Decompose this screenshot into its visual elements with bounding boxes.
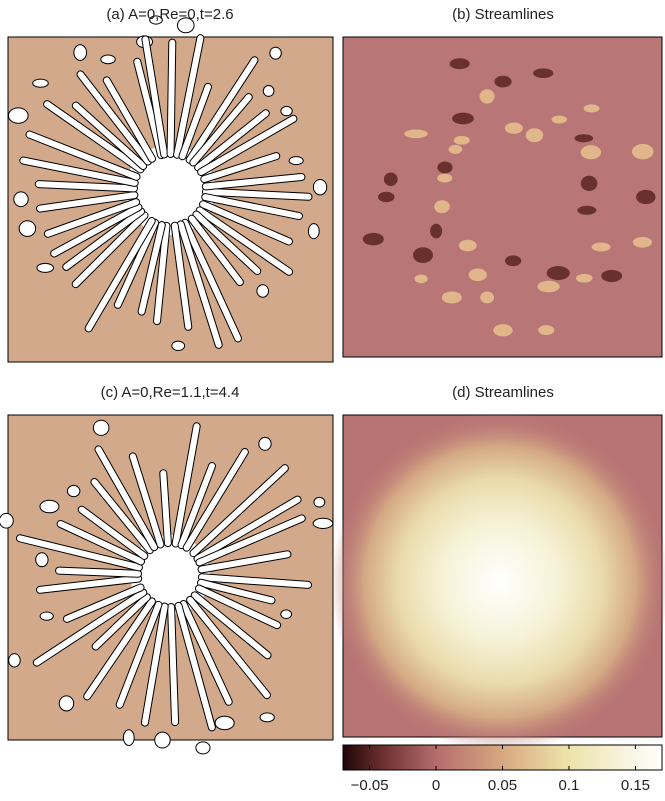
droplet <box>314 497 325 507</box>
tick-label: 0.05 <box>488 777 517 794</box>
droplet <box>40 612 53 620</box>
droplet <box>14 192 28 207</box>
vortex <box>533 68 553 78</box>
panel-d <box>330 412 665 752</box>
vortex <box>494 76 511 88</box>
droplet <box>281 610 292 619</box>
panel-title: (c) A=0,Re=1.1,t=4.4 <box>101 384 240 401</box>
vortex <box>437 174 452 183</box>
droplet <box>196 742 210 754</box>
panel-a <box>8 16 333 362</box>
droplet <box>289 157 303 165</box>
droplet <box>308 224 319 239</box>
droplet <box>313 179 326 194</box>
vortex <box>633 237 652 248</box>
vortex <box>454 136 470 145</box>
vortex <box>459 240 477 252</box>
vortex <box>450 58 470 69</box>
vortex <box>480 89 495 103</box>
droplet <box>270 47 281 59</box>
panel-title: (d) Streamlines <box>452 384 554 401</box>
tick-label: −0.05 <box>351 777 389 794</box>
droplet <box>67 485 80 496</box>
vortex <box>505 255 521 266</box>
finger <box>171 607 175 722</box>
droplet <box>123 730 134 746</box>
droplet <box>281 106 292 115</box>
vortex <box>363 233 384 246</box>
droplet <box>259 437 271 450</box>
droplet <box>93 420 109 435</box>
vortex <box>437 161 452 173</box>
vortex <box>469 269 487 282</box>
vortex <box>581 176 598 191</box>
vortex <box>415 275 428 284</box>
droplet <box>59 696 73 711</box>
vortex <box>601 270 622 282</box>
vortex <box>632 144 654 159</box>
droplet <box>19 221 35 237</box>
page: {"panels": [{"title": "(a) A=0,Re=0,t=2.… <box>0 0 665 801</box>
tick-label: 0.1 <box>559 777 580 794</box>
vortex <box>404 129 427 138</box>
glow <box>330 412 665 752</box>
panel-c <box>0 415 333 754</box>
droplet <box>260 713 274 722</box>
vortex <box>413 247 433 263</box>
droplet <box>172 341 185 350</box>
vortex <box>577 206 596 215</box>
droplet <box>37 263 54 272</box>
tick-label: 0 <box>432 777 440 794</box>
droplet <box>0 513 13 528</box>
panel-title: (a) A=0,Re=0,t=2.6 <box>106 6 233 23</box>
droplet <box>101 55 115 64</box>
vortex <box>378 192 394 202</box>
vortex <box>452 113 474 125</box>
droplet <box>36 553 48 567</box>
droplet <box>215 716 234 729</box>
finger <box>171 43 173 154</box>
droplet <box>8 108 28 123</box>
vortex <box>581 145 601 159</box>
vortex <box>636 190 655 204</box>
vortex <box>449 145 463 154</box>
vortex <box>480 291 494 303</box>
droplet <box>257 285 269 297</box>
vortex <box>434 200 450 213</box>
tick-label: 0.15 <box>621 777 650 794</box>
vortex <box>526 128 543 142</box>
vortex <box>537 281 559 293</box>
vortex <box>538 325 554 335</box>
figure: (a) A=0,Re=0,t=2.6 (b) Streamlines (c) A… <box>0 0 665 801</box>
vortex <box>575 134 594 142</box>
droplet <box>313 518 333 528</box>
vortex <box>430 224 442 239</box>
droplet <box>155 732 170 748</box>
panel-title: (b) Streamlines <box>452 6 554 23</box>
vortex <box>576 274 593 283</box>
vortex <box>592 242 611 251</box>
finger <box>59 571 138 574</box>
droplet <box>33 79 49 87</box>
vortex <box>384 173 398 186</box>
vortex <box>552 116 567 124</box>
droplet <box>74 45 87 61</box>
droplet <box>263 86 274 97</box>
vortex <box>493 324 512 336</box>
panel-b <box>343 37 662 357</box>
vortex <box>584 104 600 112</box>
vortex <box>505 123 523 134</box>
vortex <box>442 292 462 304</box>
droplet <box>40 500 59 513</box>
droplet <box>9 654 21 667</box>
vortex <box>547 266 570 280</box>
